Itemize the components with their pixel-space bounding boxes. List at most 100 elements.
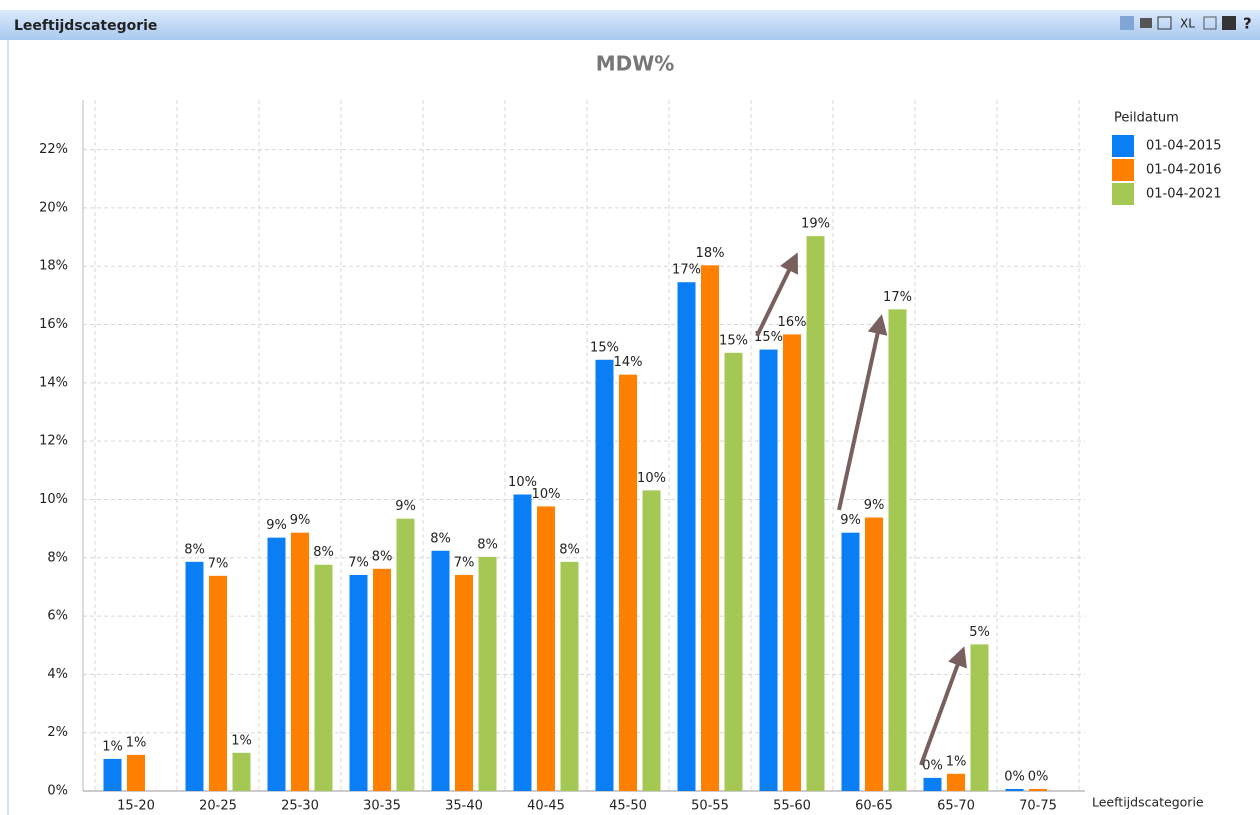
bar xyxy=(642,490,661,791)
data-label: 17% xyxy=(883,290,912,305)
arrow xyxy=(837,314,888,511)
icon[interactable] xyxy=(1120,16,1134,30)
x-tick-label: 20-25 xyxy=(199,799,237,814)
data-label: 9% xyxy=(395,499,416,514)
x-tick-label: 40-45 xyxy=(527,799,565,814)
bar xyxy=(759,349,778,791)
bar xyxy=(314,564,333,791)
y-tick-label: 20% xyxy=(39,200,68,215)
bar xyxy=(513,494,532,791)
data-label: 1% xyxy=(231,733,252,748)
x-tick-label: 25-30 xyxy=(281,799,319,814)
legend-swatch xyxy=(1112,159,1134,181)
data-label: 7% xyxy=(208,556,229,571)
bar xyxy=(970,644,989,791)
x-tick-label: 50-55 xyxy=(691,799,729,814)
bar xyxy=(185,561,204,791)
data-label: 8% xyxy=(313,545,334,560)
bar xyxy=(677,282,696,791)
data-label: 10% xyxy=(532,487,561,502)
data-label: 9% xyxy=(840,513,861,528)
data-label: 8% xyxy=(477,537,498,552)
bar xyxy=(947,773,965,791)
icon[interactable] xyxy=(1140,18,1152,28)
data-label: 0% xyxy=(922,758,943,773)
bar xyxy=(431,550,450,791)
bar xyxy=(396,518,415,791)
data-label: 17% xyxy=(672,263,701,278)
legend-label: 01-04-2016 xyxy=(1146,163,1222,178)
bar xyxy=(923,777,942,791)
y-tick-label: 16% xyxy=(39,317,68,332)
bar xyxy=(619,374,637,791)
y-tick-label: 12% xyxy=(39,434,68,449)
x-tick-label: 60-65 xyxy=(855,799,893,814)
legend-swatch xyxy=(1112,183,1134,205)
bar xyxy=(537,506,555,791)
data-label: 8% xyxy=(430,531,451,546)
panel-header xyxy=(0,10,1260,40)
y-tick-label: 22% xyxy=(39,142,68,157)
data-label: 9% xyxy=(864,498,885,513)
panel-title: Leeftijdscategorie xyxy=(14,18,157,34)
y-tick-label: 4% xyxy=(47,667,68,682)
bar xyxy=(232,752,251,791)
chart-title: MDW% xyxy=(596,52,675,76)
data-label: 15% xyxy=(719,333,748,348)
data-label: 15% xyxy=(590,340,619,355)
data-label: 10% xyxy=(508,475,537,490)
x-axis-label: Leeftijdscategorie xyxy=(1092,795,1204,810)
legend-swatch xyxy=(1112,135,1134,157)
bar xyxy=(291,532,309,791)
bar xyxy=(103,758,122,791)
bar xyxy=(724,352,743,791)
x-tick-label: 15-20 xyxy=(117,799,155,814)
icon[interactable] xyxy=(1203,16,1217,30)
data-label: 7% xyxy=(348,555,369,570)
bar xyxy=(783,334,801,791)
x-tick-label: 45-50 xyxy=(609,799,647,814)
legend-title: Peildatum xyxy=(1114,111,1179,126)
y-tick-label: 6% xyxy=(47,609,68,624)
data-label: 9% xyxy=(290,513,311,528)
x-tick-label: 35-40 xyxy=(445,799,483,814)
bar xyxy=(1029,788,1047,791)
legend-label: 01-04-2015 xyxy=(1146,139,1222,154)
bar xyxy=(701,265,719,791)
bar xyxy=(595,359,614,791)
icon[interactable] xyxy=(1222,16,1236,30)
data-label: 14% xyxy=(614,355,643,370)
y-tick-label: 18% xyxy=(39,259,68,274)
legend-label: 01-04-2021 xyxy=(1146,187,1222,202)
data-label: 1% xyxy=(102,739,123,754)
icon[interactable] xyxy=(1157,16,1172,30)
annotations xyxy=(755,252,967,766)
bar xyxy=(478,556,497,791)
data-label: 16% xyxy=(778,315,807,330)
y-tick-label: 2% xyxy=(47,725,68,740)
arrow xyxy=(919,646,967,766)
icon-label[interactable]: ? xyxy=(1243,15,1252,33)
bar xyxy=(267,537,286,791)
data-label: 18% xyxy=(696,246,725,261)
data-label: 15% xyxy=(754,330,783,345)
data-label: 8% xyxy=(184,542,205,557)
bar xyxy=(806,236,825,792)
x-tick-label: 30-35 xyxy=(363,799,401,814)
arrow xyxy=(755,252,798,337)
data-label: 0% xyxy=(1004,769,1025,784)
icon-label[interactable]: XL xyxy=(1180,17,1195,31)
bar xyxy=(841,532,860,791)
data-label: 1% xyxy=(946,754,967,769)
bar xyxy=(127,754,145,791)
data-label: 8% xyxy=(559,542,580,557)
bar xyxy=(455,574,473,791)
bar xyxy=(865,517,883,791)
x-tick-label: 55-60 xyxy=(773,799,811,814)
data-label: 10% xyxy=(637,471,666,486)
bar xyxy=(349,574,368,791)
y-tick-label: 10% xyxy=(39,492,68,507)
bar xyxy=(373,568,391,791)
y-tick-label: 8% xyxy=(47,550,68,565)
